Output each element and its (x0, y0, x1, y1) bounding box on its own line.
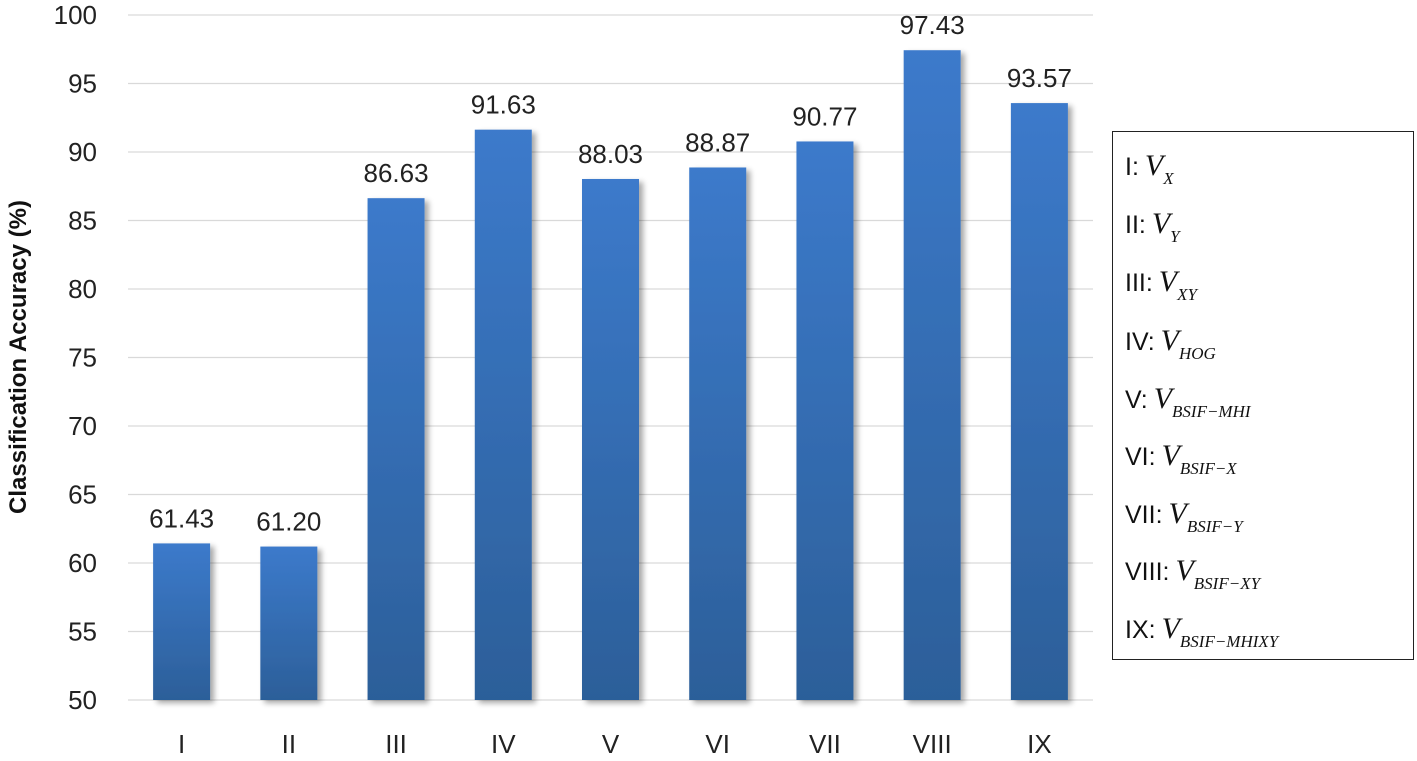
x-tick-label: VI (705, 729, 730, 756)
legend-key: VIII: (1125, 558, 1170, 586)
data-label: 88.87 (685, 127, 750, 157)
bar-IX (1010, 103, 1068, 700)
legend-key: V: (1125, 386, 1148, 414)
legend-symbol: V (1144, 149, 1164, 182)
legend-key: VI: (1125, 443, 1156, 471)
y-tick-label: 80 (68, 274, 97, 304)
legend-item: V: VBSIF−MHI (1125, 379, 1251, 421)
x-tick-label: V (602, 729, 620, 756)
x-axis-ticks: I II III IV V VI VII VIII IX (178, 729, 1052, 759)
bar-VII (796, 141, 854, 701)
data-label: 86.63 (364, 158, 429, 188)
bar-II (260, 546, 318, 700)
legend-symbol: V (1161, 439, 1180, 472)
data-label: 93.57 (1007, 63, 1072, 93)
legend-symbol: V (1158, 265, 1178, 298)
legend-symbol: V (1151, 207, 1171, 240)
data-label: 97.43 (900, 10, 965, 40)
legend-key: II: (1125, 211, 1146, 239)
legend-key: III: (1125, 269, 1153, 297)
y-tick-label: 60 (68, 548, 97, 578)
legend-subscript: Y (1170, 227, 1180, 246)
legend-item: VI: VBSIF−X (1125, 436, 1237, 478)
y-tick-label: 100 (54, 0, 97, 30)
legend-key: I: (1125, 153, 1139, 181)
bar-I (153, 543, 211, 700)
legend-item: III: VXY (1125, 262, 1197, 304)
x-tick-label: IX (1027, 729, 1052, 756)
legend-symbol: V (1175, 554, 1194, 587)
x-tick-label: VIII (913, 729, 952, 756)
x-tick-label: VII (809, 729, 841, 756)
y-tick-label: 85 (68, 206, 97, 236)
legend-key: IX: (1125, 616, 1156, 644)
x-tick-label: IV (491, 729, 516, 756)
y-tick-label: 65 (68, 480, 97, 510)
legend-symbol: V (1161, 612, 1180, 645)
legend-item: VIII: VBSIF−XY (1125, 551, 1261, 593)
data-label: 88.03 (578, 139, 643, 169)
x-tick-label: III (385, 729, 407, 756)
legend-subscript: BSIF−MHIXY (1179, 632, 1279, 651)
data-label: 91.63 (471, 90, 536, 120)
bars (153, 50, 1068, 701)
data-label: 61.43 (149, 503, 214, 533)
legend-symbol: V (1153, 382, 1173, 415)
legend-symbol: V (1160, 324, 1179, 357)
y-tick-label: 55 (68, 617, 97, 647)
legend-subscript: HOG (1178, 344, 1216, 363)
y-axis-ticks: 50 55 60 65 70 75 80 85 90 95 100 (54, 0, 97, 715)
x-tick-label: II (282, 729, 296, 756)
legend-key: VII: (1125, 501, 1163, 529)
bar-IV (474, 129, 532, 700)
legend-item: IV: VHOG (1125, 321, 1216, 363)
bar-III (367, 198, 425, 700)
legend-subscript: XY (1177, 285, 1197, 304)
legend-symbol: V (1168, 497, 1187, 530)
bar-V (582, 178, 639, 700)
data-label: 90.77 (792, 101, 857, 131)
y-tick-label: 75 (68, 343, 97, 373)
legend-subscript: X (1163, 169, 1174, 188)
legend-item: IX: VBSIF−MHIXY (1125, 609, 1279, 651)
data-labels: 61.43 61.20 86.63 91.63 88.03 88.87 90.77 97.43… (149, 10, 1072, 536)
legend-subscript: BSIF−X (1179, 459, 1237, 478)
legend-subscript: BSIF−XY (1193, 574, 1261, 593)
legend: I: VX II: VY III: VXY IV: VHOG V: VBSIF−MHI VI: VBS… (1112, 131, 1414, 660)
legend-subscript: BSIF−MHI (1172, 402, 1251, 421)
y-tick-label: 90 (68, 137, 97, 167)
y-tick-label: 95 (68, 69, 97, 99)
legend-item: II: VY (1125, 204, 1180, 246)
legend-item: VII: VBSIF−Y (1125, 494, 1243, 536)
y-tick-label: 50 (68, 685, 97, 715)
legend-subscript: BSIF−Y (1186, 517, 1243, 536)
data-label: 61.20 (256, 507, 321, 537)
bar-VIII (903, 50, 961, 701)
y-tick-label: 70 (68, 411, 97, 441)
y-axis-label: Classification Accuracy (%) (5, 200, 32, 514)
legend-key: IV: (1125, 328, 1155, 356)
legend-item: I: VX (1125, 146, 1174, 188)
x-tick-label: I (178, 729, 185, 756)
bar-VI (689, 167, 747, 700)
